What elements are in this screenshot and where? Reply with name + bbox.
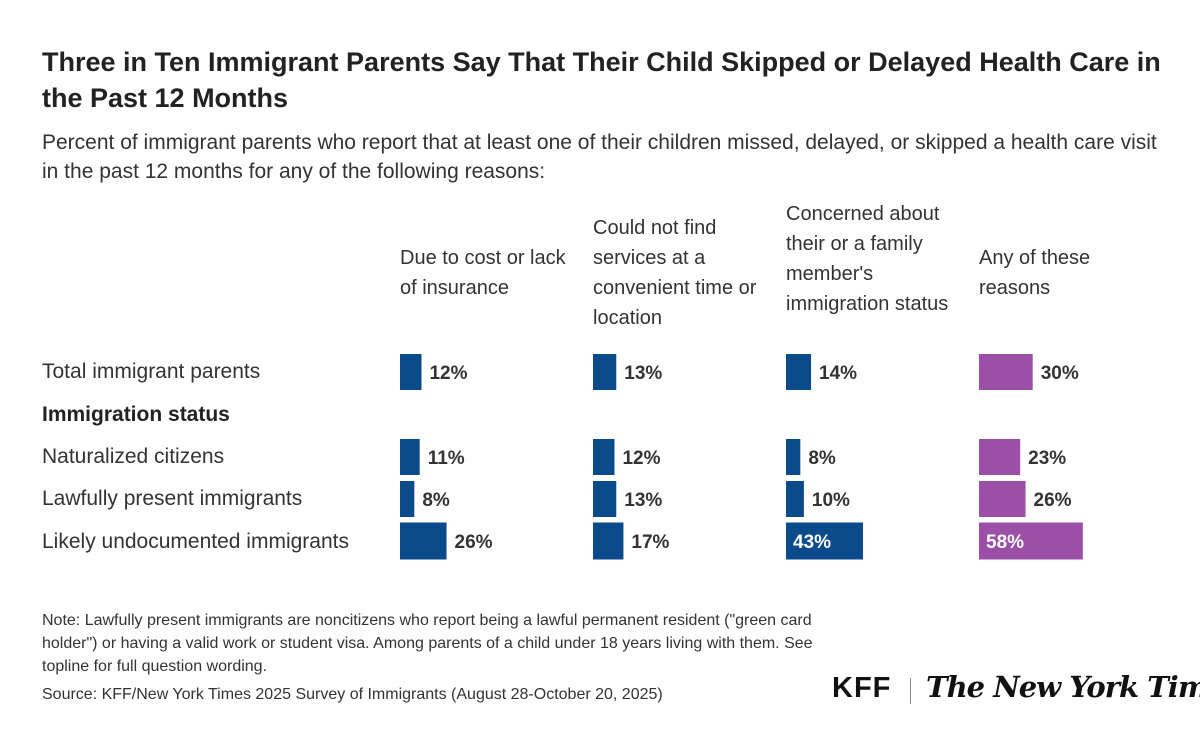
bar-s1-lawfully-present [593,481,617,517]
bar-s1-naturalized [593,439,615,475]
column-header-immigration: Concerned about their or a family member… [786,203,949,315]
bar-label-s0-undocumented: 26% [455,532,493,553]
bar-label-s1-undocumented: 17% [631,532,669,553]
bar-label-s3-total: 30% [1041,363,1079,384]
bar-s2-total [786,354,812,390]
bar-s0-total [400,354,422,390]
bar-label-s1-lawfully-present: 13% [624,490,662,511]
bar-s2-naturalized [786,439,801,475]
chart-title: Three in Ten Immigrant Parents Say That … [42,47,1161,113]
bar-s2-lawfully-present [786,481,804,517]
bar-label-s2-naturalized: 8% [808,448,836,469]
row-label-lawfully-present: Lawfully present immigrants [42,487,303,510]
group-label-immigration-status: Immigration status [42,403,230,426]
row-label-naturalized: Naturalized citizens [42,445,225,468]
row-label-total: Total immigrant parents [42,360,261,383]
bar-label-s0-naturalized: 11% [428,448,465,469]
nyt-logo: The New York Times [926,670,1200,704]
logo-divider [910,678,911,704]
chart-subtitle: Percent of immigrant parents who report … [42,131,1157,183]
bar-s1-undocumented [593,522,624,560]
bar-label-s1-naturalized: 12% [622,448,660,469]
bar-s1-total [593,354,617,390]
chart-source: Source: KFF/New York Times 2025 Survey o… [42,686,663,703]
bar-s2-undocumented [786,522,863,560]
bar-s3-naturalized [979,439,1021,475]
bar-label-s0-total: 12% [429,363,467,384]
bar-s0-naturalized [400,439,420,475]
column-header-cost: Due to cost or lack of insurance [400,247,566,299]
bar-s0-lawfully-present [400,481,415,517]
chart-note: Note: Lawfully present immigrants are no… [42,612,813,675]
bar-label-s1-total: 13% [624,363,662,384]
bar-label-s3-undocumented: 58% [986,532,1024,553]
row-label-undocumented: Likely undocumented immigrants [42,530,349,553]
bar-label-s2-undocumented: 43% [793,532,831,553]
bar-s3-lawfully-present [979,481,1026,517]
bar-label-s3-lawfully-present: 26% [1034,490,1072,511]
bar-label-s2-total: 14% [819,363,857,384]
kff-logo: KFF [832,672,892,704]
bar-s3-total [979,354,1033,390]
bar-label-s3-naturalized: 23% [1028,448,1066,469]
bar-s3-undocumented [979,522,1083,560]
column-header-services: Could not find services at a convenient … [593,217,757,329]
bar-s0-undocumented [400,522,447,560]
column-header-any: Any of these reasons [979,247,1091,299]
bar-label-s2-lawfully-present: 10% [812,490,850,511]
bar-label-s0-lawfully-present: 8% [422,490,450,511]
